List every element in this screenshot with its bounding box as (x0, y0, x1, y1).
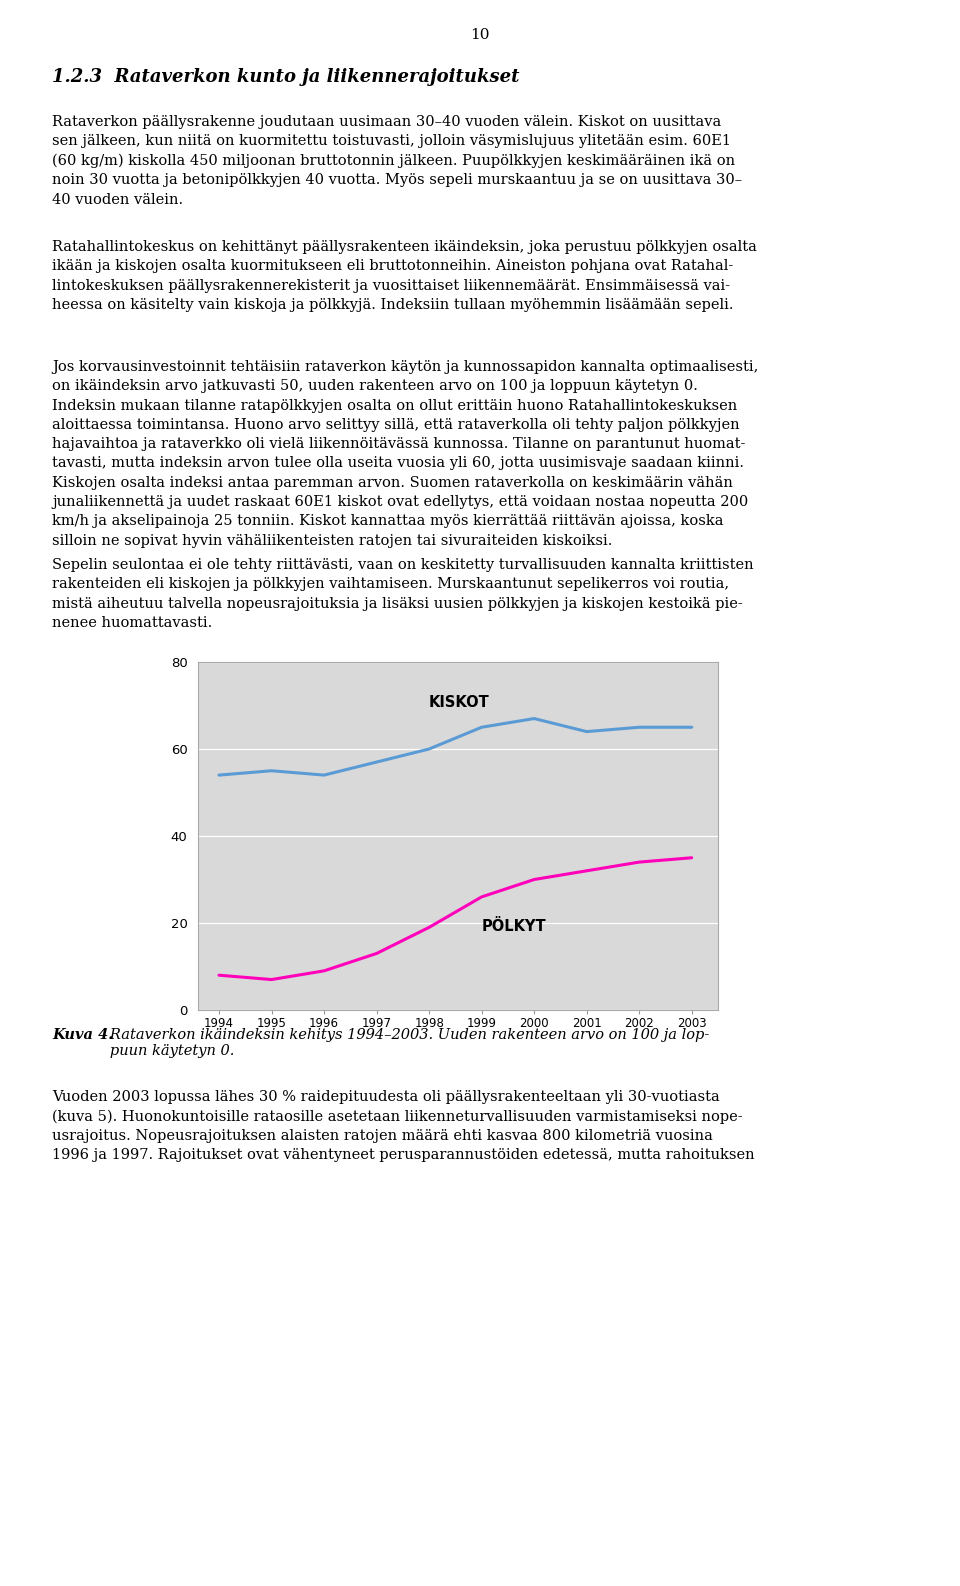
Text: Rataverkon päällysrakenne joudutaan uusimaan 30–40 vuoden välein. Kiskot on uusi: Rataverkon päällysrakenne joudutaan uusi… (52, 116, 742, 206)
Text: Kuva 4.: Kuva 4. (52, 1028, 113, 1042)
Text: Sepelin seulontaa ei ole tehty riittävästi, vaan on keskitetty turvallisuuden ka: Sepelin seulontaa ei ole tehty riittäväs… (52, 558, 754, 630)
Text: Vuoden 2003 lopussa lähes 30 % raidepituudesta oli päällysrakenteeltaan yli 30-v: Vuoden 2003 lopussa lähes 30 % raidepitu… (52, 1090, 755, 1163)
Text: PÖLKYT: PÖLKYT (482, 918, 546, 934)
Text: KISKOT: KISKOT (429, 695, 490, 711)
Text: Ratahallintokeskus on kehittänyt päällysrakenteen ikäindeksin, joka perustuu pöl: Ratahallintokeskus on kehittänyt päällys… (52, 239, 756, 312)
Text: 10: 10 (470, 29, 490, 41)
Text: Jos korvausinvestoinnit tehtäisiin rataverkon käytön ja kunnossapidon kannalta o: Jos korvausinvestoinnit tehtäisiin ratav… (52, 360, 758, 547)
Text: Rataverkon ikäindeksin kehitys 1994–2003. Uuden rakenteen arvo on 100 ja lop-
  : Rataverkon ikäindeksin kehitys 1994–2003… (96, 1028, 709, 1058)
Text: 1.2.3  Rataverkon kunto ja liikennerajoitukset: 1.2.3 Rataverkon kunto ja liikennerajoit… (52, 68, 519, 86)
